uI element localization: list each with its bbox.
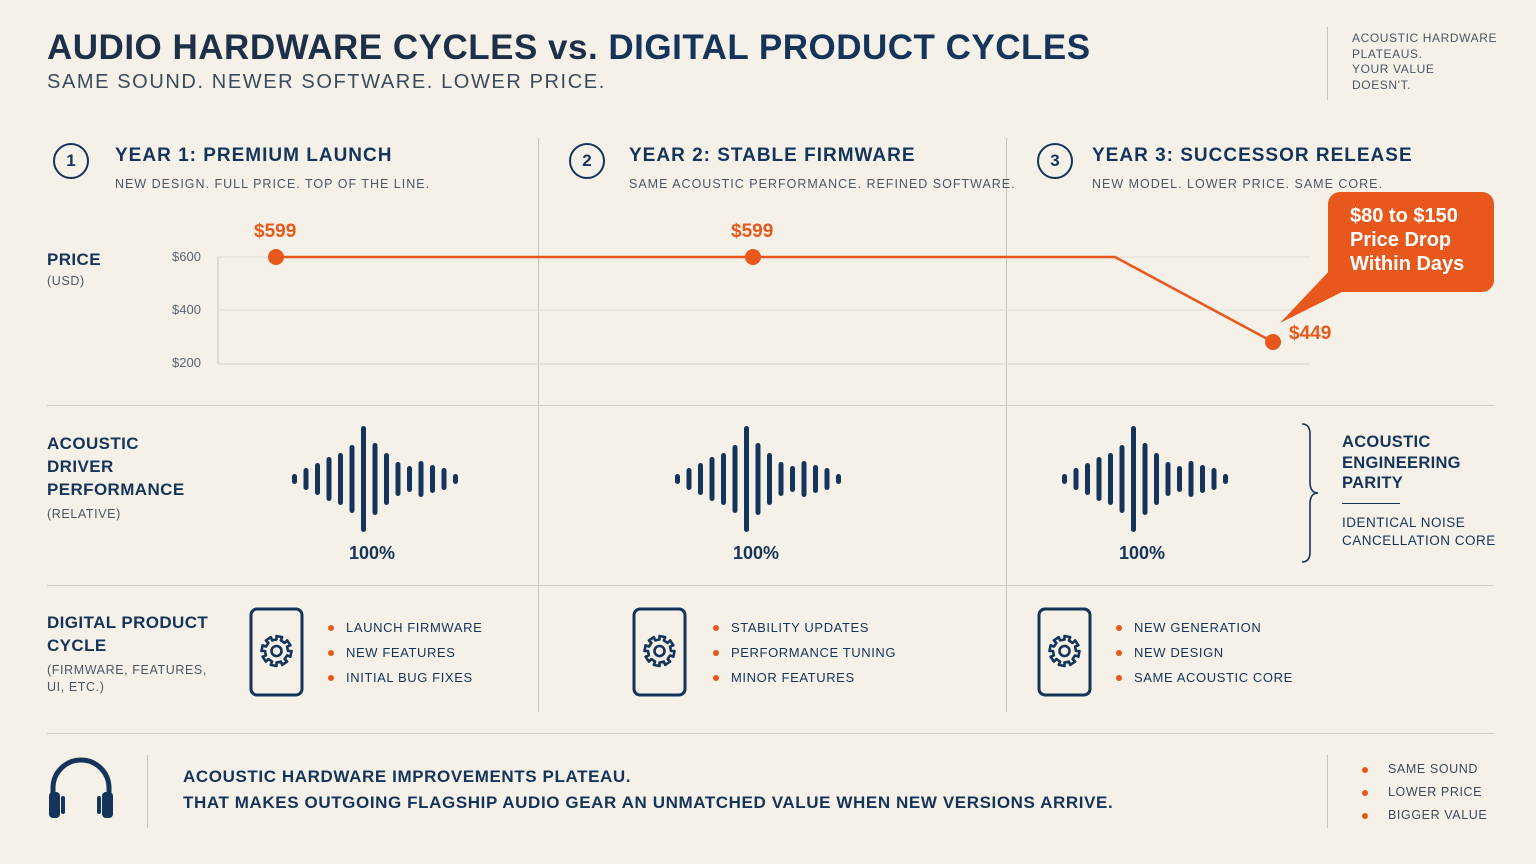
acoustic-value-year-3: 100%	[1119, 543, 1166, 563]
price-drop-callout: $80 to $150 Price Drop Within Days	[1328, 192, 1494, 292]
step-2-title: YEAR 2: STABLE FIRMWARE	[629, 145, 916, 166]
headphones-icon	[49, 757, 113, 818]
price-label-year-3: $449	[1289, 323, 1332, 344]
column-divider-2	[1006, 138, 1007, 712]
price-label-year-2: $599	[731, 221, 774, 242]
acoustic-value-year-1: 100%	[349, 543, 396, 563]
waveform-icon	[1062, 426, 1228, 532]
waveform-icon	[292, 426, 458, 532]
digital-list-year-3: NEW GENERATION NEW DESIGN SAME ACOUSTIC …	[1116, 620, 1293, 694]
acoustic-label-line: ACOUSTIC	[47, 434, 139, 453]
list-item: SAME ACOUSTIC CORE	[1116, 670, 1293, 695]
price-label-year-1: $599	[254, 221, 297, 242]
phone-icon	[1037, 607, 1092, 697]
title-part-2: DIGITAL PRODUCT CYCLES	[608, 28, 1091, 67]
list-item: SAME SOUND	[1362, 762, 1487, 785]
list-item: NEW FEATURES	[328, 645, 482, 670]
footer-line-2: THAT MAKES OUTGOING FLAGSHIP AUDIO GEAR …	[183, 793, 1114, 812]
gear-icon	[1048, 634, 1081, 668]
parity-title-line: ACOUSTIC	[1342, 433, 1431, 451]
parity-sub-line: IDENTICAL NOISE	[1342, 515, 1466, 530]
list-item: LOWER PRICE	[1362, 785, 1487, 808]
digital-list-year-2: STABILITY UPDATES PERFORMANCE TUNING MIN…	[713, 620, 896, 694]
digital-row-unit: (FIRMWARE, FEATURES, UI, ETC.)	[47, 662, 207, 696]
parity-title: ACOUSTIC ENGINEERING PARITY	[1342, 432, 1461, 494]
page-subtitle: SAME SOUND. NEWER SOFTWARE. LOWER PRICE.	[47, 71, 606, 93]
step-1-number: 1	[53, 143, 89, 179]
row-divider-1	[47, 405, 1494, 406]
step-2-number: 2	[569, 143, 605, 179]
list-item: INITIAL BUG FIXES	[328, 670, 482, 695]
footer-line-1: ACOUSTIC HARDWARE IMPROVEMENTS PLATEAU.	[183, 767, 632, 786]
parity-subtitle: IDENTICAL NOISE CANCELLATION CORE	[1342, 514, 1496, 550]
axis-tick-200: $200	[172, 355, 201, 370]
step-2-subtitle: SAME ACOUSTIC PERFORMANCE. REFINED SOFTW…	[629, 177, 1016, 191]
step-1-subtitle: NEW DESIGN. FULL PRICE. TOP OF THE LINE.	[115, 177, 431, 191]
acoustic-label-line: PERFORMANCE	[47, 480, 185, 499]
list-item: NEW DESIGN	[1116, 645, 1293, 670]
digital-unit-line: (FIRMWARE, FEATURES,	[47, 663, 207, 677]
axis-tick-400: $400	[172, 302, 201, 317]
side-note-line: ACOUSTIC HARDWARE	[1352, 31, 1498, 45]
parity-brace-icon	[1301, 423, 1319, 563]
price-point-year-3	[1265, 334, 1281, 350]
row-divider-2	[47, 585, 1494, 586]
side-note: ACOUSTIC HARDWARE PLATEAUS. YOUR VALUE D…	[1352, 31, 1497, 93]
step-1-title: YEAR 1: PREMIUM LAUNCH	[115, 145, 393, 166]
side-note-divider	[1327, 27, 1328, 100]
list-item: PERFORMANCE TUNING	[713, 645, 896, 670]
digital-unit-line: UI, ETC.)	[47, 680, 105, 694]
phone-icon	[249, 607, 304, 697]
phone-icon	[632, 607, 687, 697]
digital-label-line: DIGITAL PRODUCT	[47, 613, 209, 632]
acoustic-value-year-2: 100%	[733, 543, 780, 563]
parity-title-line: PARITY	[1342, 474, 1404, 492]
list-item: LAUNCH FIRMWARE	[328, 620, 482, 645]
step-3-subtitle: NEW MODEL. LOWER PRICE. SAME CORE.	[1092, 177, 1383, 191]
waveform-icon	[675, 426, 841, 532]
price-point-year-1	[268, 249, 284, 265]
price-row-unit: (USD)	[47, 274, 85, 288]
footer-icon-divider	[147, 755, 148, 828]
list-item: BIGGER VALUE	[1362, 808, 1487, 831]
list-item: MINOR FEATURES	[713, 670, 896, 695]
parity-title-line: ENGINEERING	[1342, 453, 1461, 472]
price-row-label: PRICE	[47, 250, 101, 269]
side-note-line: PLATEAUS.	[1352, 46, 1423, 61]
acoustic-row-label: ACOUSTIC DRIVER PERFORMANCE	[47, 432, 185, 501]
gear-icon	[260, 634, 293, 668]
footer-divider	[47, 733, 1494, 734]
acoustic-label-line: DRIVER	[47, 457, 114, 476]
side-note-line: DOESN'T.	[1352, 77, 1412, 92]
column-divider-1	[538, 138, 539, 712]
side-note-line: YOUR VALUE	[1352, 62, 1435, 76]
step-3-title: YEAR 3: SUCCESSOR RELEASE	[1092, 145, 1413, 166]
axis-tick-600: $600	[172, 249, 201, 264]
page-title: AUDIO HARDWARE CYCLES vs. DIGITAL PRODUC…	[47, 28, 1091, 68]
parity-divider	[1342, 503, 1400, 504]
callout-line: Within Days	[1350, 253, 1465, 275]
list-item: NEW GENERATION	[1116, 620, 1293, 645]
list-item: STABILITY UPDATES	[713, 620, 896, 645]
callout-line: Price Drop	[1350, 229, 1452, 251]
footer-list-divider	[1327, 755, 1328, 828]
digital-label-line: CYCLE	[47, 636, 107, 655]
footer-summary-list: SAME SOUND LOWER PRICE BIGGER VALUE	[1362, 762, 1487, 830]
gear-icon	[643, 634, 676, 668]
parity-sub-line: CANCELLATION CORE	[1342, 533, 1496, 548]
digital-list-year-1: LAUNCH FIRMWARE NEW FEATURES INITIAL BUG…	[328, 620, 482, 694]
step-3-number: 3	[1037, 143, 1073, 179]
title-part-1: AUDIO HARDWARE CYCLES vs.	[47, 28, 609, 67]
price-line	[276, 255, 1274, 344]
callout-line: $80 to $150	[1350, 205, 1458, 227]
acoustic-row-unit: (RELATIVE)	[47, 507, 121, 521]
price-point-year-2	[745, 249, 761, 265]
digital-row-label: DIGITAL PRODUCT CYCLE	[47, 611, 208, 657]
